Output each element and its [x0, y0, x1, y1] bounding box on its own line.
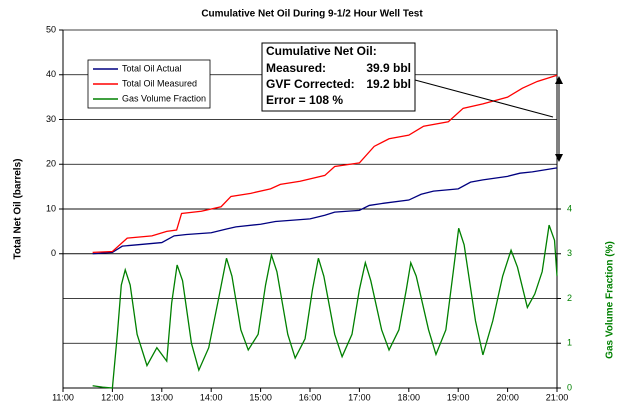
y2-tick-label: 0 — [567, 382, 572, 392]
legend-label: Total Oil Actual — [122, 63, 182, 73]
y-tick-label: 30 — [46, 114, 56, 124]
y-axis-title: Total Net Oil (barrels) — [13, 159, 24, 260]
y-tick-label: 50 — [46, 24, 56, 34]
annotation-value: 39.9 bbl — [366, 61, 411, 75]
y2-tick-label: 4 — [567, 203, 572, 213]
pointer-line — [414, 79, 554, 118]
legend-label: Total Oil Measured — [122, 78, 197, 88]
y-tick-label: 20 — [46, 159, 56, 169]
x-tick-label: 12:00 — [101, 392, 124, 402]
series-line — [92, 167, 558, 255]
y2-tick-label: 3 — [567, 248, 572, 258]
x-tick-label: 19:00 — [447, 392, 470, 402]
x-tick-label: 18:00 — [398, 392, 421, 402]
x-tick-label: 20:00 — [496, 392, 519, 402]
x-tick-label: 11:00 — [52, 392, 74, 402]
legend-label: Gas Volume Fraction — [122, 93, 206, 103]
series-line — [92, 224, 558, 389]
x-tick-label: 15:00 — [249, 392, 272, 402]
annotation-title: Cumulative Net Oil: — [266, 44, 377, 58]
x-tick-label: 21:00 — [546, 392, 569, 402]
y2-axis-title: Gas Volume Fraction (%) — [605, 241, 616, 359]
x-tick-label: 17:00 — [348, 392, 371, 402]
annotation-value: 19.2 bbl — [366, 77, 411, 91]
annotation-box — [261, 42, 416, 112]
y2-tick-label: 1 — [567, 338, 572, 348]
x-tick-label: 16:00 — [299, 392, 322, 402]
y-tick-label: 40 — [46, 69, 56, 79]
y2-tick-label: 2 — [567, 293, 572, 303]
annotation-footer: Error = 108 % — [266, 93, 343, 107]
y-tick-label: 0 — [51, 248, 56, 258]
x-tick-label: 13:00 — [151, 392, 174, 402]
chart-title: Cumulative Net Oil During 9-1/2 Hour Wel… — [201, 9, 423, 20]
series-line — [92, 74, 558, 254]
x-tick-label: 14:00 — [200, 392, 223, 402]
annotation-label: Measured: — [266, 61, 326, 75]
annotation-label: GVF Corrected: — [266, 77, 355, 91]
y-tick-label: 10 — [46, 203, 56, 213]
